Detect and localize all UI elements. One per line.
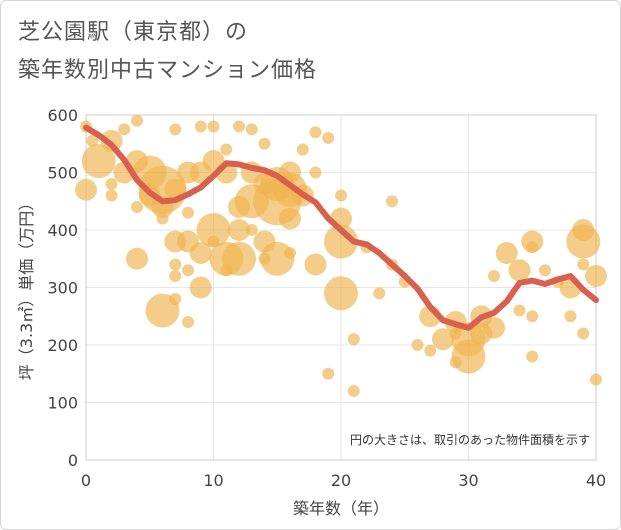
chart-title-line-2: 築年数別中古マンション価格 xyxy=(18,58,318,83)
bubble-point xyxy=(207,120,220,133)
plot-area xyxy=(85,114,597,461)
bubble-point xyxy=(411,339,424,351)
bubble-point xyxy=(526,350,539,363)
bubble-point xyxy=(432,328,454,351)
x-tick-label: 20 xyxy=(331,471,351,490)
x-axis-ticks: 0 10 20 30 40 xyxy=(81,471,606,490)
bubble-point xyxy=(324,224,358,259)
bubbles xyxy=(75,114,607,397)
bubble-point xyxy=(322,132,335,144)
bubble-point xyxy=(207,235,220,248)
bubble-point xyxy=(347,385,360,397)
bubble-point xyxy=(577,258,590,271)
bubble-point xyxy=(296,143,309,156)
bubble-point xyxy=(194,120,207,133)
bubble-point xyxy=(189,242,212,264)
y-tick-label: 100 xyxy=(47,394,78,413)
bubble-point xyxy=(105,178,118,190)
bubble-point xyxy=(322,367,335,380)
bubble-point xyxy=(156,212,169,225)
bubble-point xyxy=(309,166,322,179)
bubble-point xyxy=(105,189,118,202)
bubble-point xyxy=(196,213,231,247)
x-tick-label: 10 xyxy=(203,471,223,490)
y-axis-label: 坪（3.3㎡）単価（万円） xyxy=(17,195,36,380)
bubble-point xyxy=(126,247,148,270)
bubble-point xyxy=(75,178,97,201)
bubble-point xyxy=(245,224,258,236)
bubble-point xyxy=(451,339,486,374)
bubble-point xyxy=(220,143,233,156)
bubble-point xyxy=(539,264,551,277)
bubble-point xyxy=(169,258,182,271)
bubble-point xyxy=(131,201,143,213)
bubble-point xyxy=(245,123,258,136)
bubble-point xyxy=(508,259,531,282)
bubble-point xyxy=(182,316,194,328)
bubble-point xyxy=(483,316,505,339)
bubble-point xyxy=(564,310,577,323)
y-tick-label: 600 xyxy=(47,106,78,125)
bubble-point xyxy=(189,276,212,299)
bubble-point xyxy=(118,123,131,136)
x-tick-label: 30 xyxy=(458,471,478,490)
bubble-point xyxy=(386,195,398,208)
bubble-point xyxy=(324,276,358,311)
bubble-point xyxy=(258,137,271,150)
x-tick-label: 40 xyxy=(586,471,606,490)
y-tick-label: 300 xyxy=(47,279,78,298)
bubble-point xyxy=(577,327,590,340)
bubble-point xyxy=(182,206,194,219)
bubble-point xyxy=(81,144,116,178)
y-tick-label: 400 xyxy=(47,221,78,240)
bubble-point xyxy=(309,126,322,139)
size-note: 円の大きさは、取引のあった物件面積を示す xyxy=(350,432,590,447)
bubble-point xyxy=(169,270,182,282)
x-tick-label: 0 xyxy=(81,471,91,490)
bubble-point xyxy=(182,264,194,277)
bubble-point xyxy=(284,247,296,259)
y-tick-label: 500 xyxy=(47,164,78,183)
bubble-point xyxy=(100,129,123,152)
x-axis-label: 築年数（年） xyxy=(293,499,389,518)
bubble-point xyxy=(222,241,256,276)
bubble-point xyxy=(495,242,518,264)
bubble-point xyxy=(488,270,500,282)
y-tick-label: 0 xyxy=(68,451,78,470)
bubble-point xyxy=(373,287,386,300)
bubble-point xyxy=(513,304,526,317)
trend-line xyxy=(83,124,599,331)
bubble-point xyxy=(86,134,99,147)
bubble-point xyxy=(169,293,182,305)
bubble-point xyxy=(585,265,607,287)
bubble-point xyxy=(233,120,245,133)
chart-title-line-1: 芝公園駅（東京都）の xyxy=(18,20,249,45)
bubble-point xyxy=(228,219,250,241)
bubble-point xyxy=(590,373,602,386)
bubble-point xyxy=(526,310,539,323)
bubble-point xyxy=(424,344,437,357)
bubble-point xyxy=(526,241,539,254)
bubble-point xyxy=(566,224,601,259)
bubble-point xyxy=(347,333,360,346)
y-axis-ticks: 0 100 200 300 400 500 600 xyxy=(47,106,78,470)
bubble-point xyxy=(131,114,143,127)
bubble-point xyxy=(304,253,327,276)
bubble-point xyxy=(335,189,347,202)
y-tick-label: 200 xyxy=(47,336,78,355)
bubble-point xyxy=(169,123,182,136)
bubble-point xyxy=(279,207,301,230)
